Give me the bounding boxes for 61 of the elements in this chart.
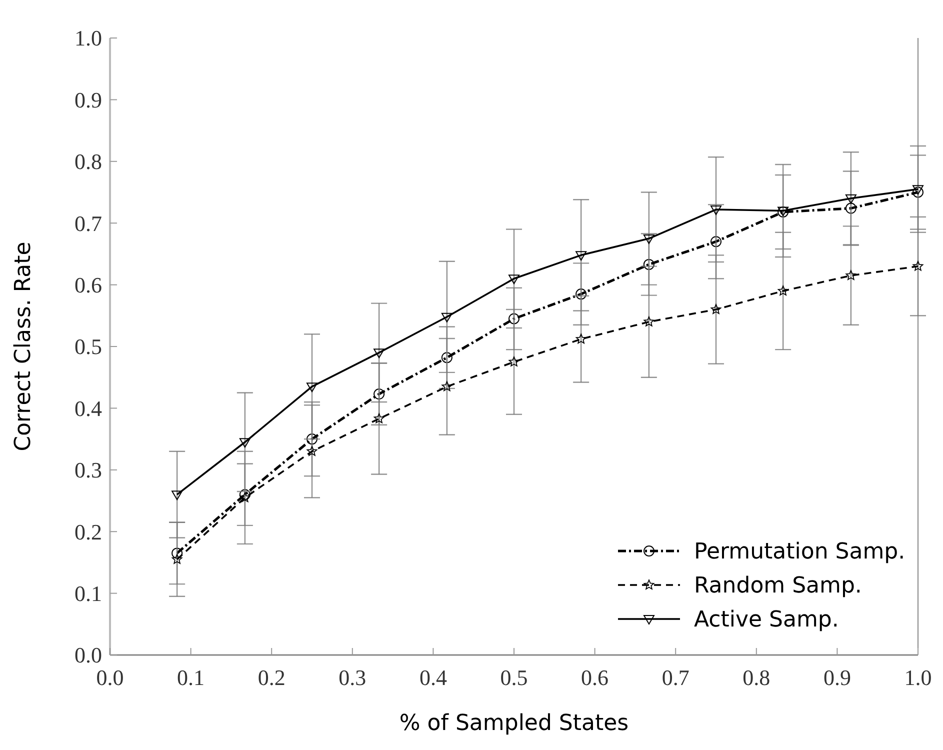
point [374, 413, 384, 424]
legend-label: Active Samp. [694, 608, 839, 633]
point [442, 381, 452, 392]
point [912, 260, 924, 271]
x-tick-label: 0.6 [581, 665, 609, 690]
point [644, 316, 654, 326]
point [643, 258, 654, 270]
y-tick-label: 0.5 [74, 334, 102, 360]
x-tick-label: 0.8 [742, 665, 770, 690]
point [441, 352, 452, 364]
point [306, 434, 318, 445]
point [508, 313, 520, 324]
point [508, 356, 520, 366]
x-axis-title: % of Sampled States [399, 711, 629, 736]
y-tick-label: 0.6 [74, 272, 102, 298]
point [172, 554, 182, 564]
point [576, 288, 587, 300]
point [643, 234, 654, 244]
y-axis-title: Correct Class. Rate [11, 242, 36, 452]
y-tick-label: 0.0 [74, 642, 102, 668]
x-tick-label: 1.0 [904, 665, 932, 690]
point [441, 312, 452, 322]
point [374, 388, 385, 400]
legend-label: Random Samp. [694, 574, 862, 599]
y-tick-label: 0.1 [74, 581, 102, 606]
point [306, 446, 318, 456]
point [374, 348, 385, 358]
x-tick-label: 0.5 [500, 665, 528, 690]
x-tick-label: 0.7 [662, 665, 690, 690]
point [239, 489, 250, 500]
x-tick-label: 0.4 [419, 665, 447, 690]
x-tick-label: 0.9 [823, 665, 851, 690]
point [710, 304, 722, 314]
point [306, 382, 318, 392]
point [778, 286, 788, 296]
point [239, 438, 250, 448]
point [710, 206, 722, 216]
y-tick-label: 0.8 [74, 149, 102, 174]
y-tick-label: 0.4 [74, 396, 102, 421]
point [710, 236, 722, 248]
point [240, 492, 250, 502]
x-tick-label: 0.2 [258, 665, 286, 690]
point [845, 202, 856, 214]
y-tick-label: 0.2 [74, 519, 102, 544]
legend-label: Permutation Samp. [694, 540, 906, 565]
point [845, 194, 856, 204]
point [912, 185, 924, 195]
point [172, 548, 183, 559]
x-tick-label: 0.3 [338, 665, 366, 690]
point [172, 490, 183, 500]
y-tick-label: 1.0 [74, 26, 102, 51]
y-tick-label: 0.3 [74, 458, 102, 483]
x-tick-label: 0.1 [177, 665, 205, 690]
point [576, 251, 587, 261]
point [508, 274, 520, 284]
point [846, 270, 856, 280]
x-tick-label: 0.0 [96, 665, 124, 690]
y-tick-label: 0.7 [74, 210, 102, 236]
point [912, 186, 924, 198]
y-tick-label: 0.9 [74, 87, 102, 112]
point [576, 334, 586, 344]
